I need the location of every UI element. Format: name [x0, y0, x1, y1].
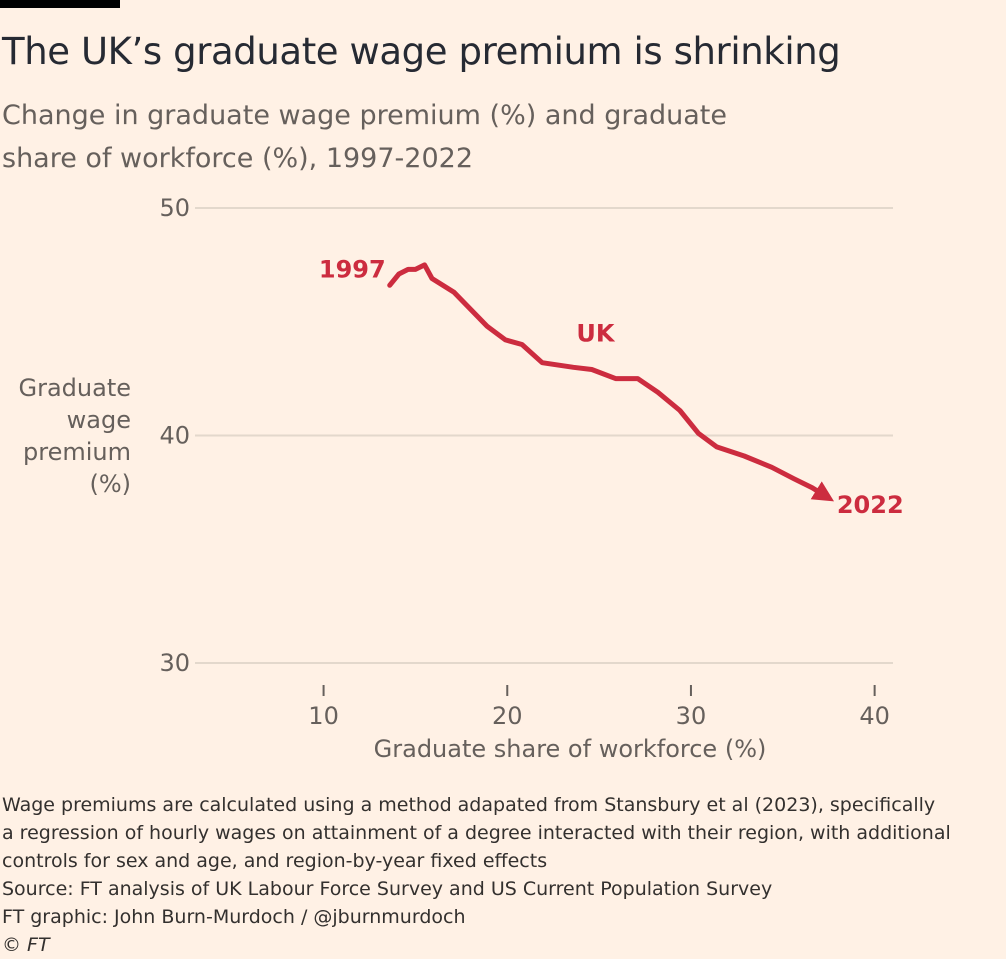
chart-subtitle: Change in graduate wage premium (%) and …: [2, 94, 782, 180]
y-axis-title-line: wage: [67, 406, 131, 434]
y-axis-title-line: premium: [23, 438, 131, 466]
source-note: Source: FT analysis of UK Labour Force S…: [2, 875, 1002, 903]
method-note-line: a regression of hourly wages on attainme…: [2, 819, 1002, 847]
copyright: © FT: [2, 931, 1002, 959]
series-layer: [390, 265, 827, 497]
labels: 1997 2022 UK: [319, 255, 904, 519]
x-axis-title: Graduate share of workforce (%): [374, 735, 767, 763]
series-line-uk: [390, 265, 827, 497]
y-tick-label: 50: [159, 194, 190, 222]
credit-note: FT graphic: John Burn-Murdoch / @jburnmu…: [2, 903, 1002, 931]
start-year-label: 1997: [319, 255, 386, 283]
brand-bar: [0, 0, 120, 8]
footnotes: Wage premiums are calculated using a met…: [2, 791, 1002, 959]
method-note-line: controls for sex and age, and region-by-…: [2, 847, 1002, 875]
x-tick-label: 30: [676, 702, 707, 730]
y-axis-title-line: (%): [89, 470, 131, 498]
chart: 30 40 50 10 20 30 40 Graduate share of workforc…: [0, 180, 1006, 780]
gridlines: [195, 208, 893, 663]
y-tick-label: 30: [159, 649, 190, 677]
series-name-label: UK: [576, 319, 615, 347]
x-tick-label: 10: [308, 702, 339, 730]
y-tick-label: 40: [159, 422, 190, 450]
x-tick-label: 40: [859, 702, 890, 730]
method-note-line: Wage premiums are calculated using a met…: [2, 791, 1002, 819]
end-year-label: 2022: [837, 491, 904, 519]
axes: 30 40 50 10 20 30 40 Graduate share of workforc…: [19, 194, 890, 763]
y-axis-title-line: Graduate: [19, 374, 132, 402]
chart-title: The UK’s graduate wage premium is shrink…: [2, 30, 840, 73]
x-tick-label: 20: [492, 702, 523, 730]
